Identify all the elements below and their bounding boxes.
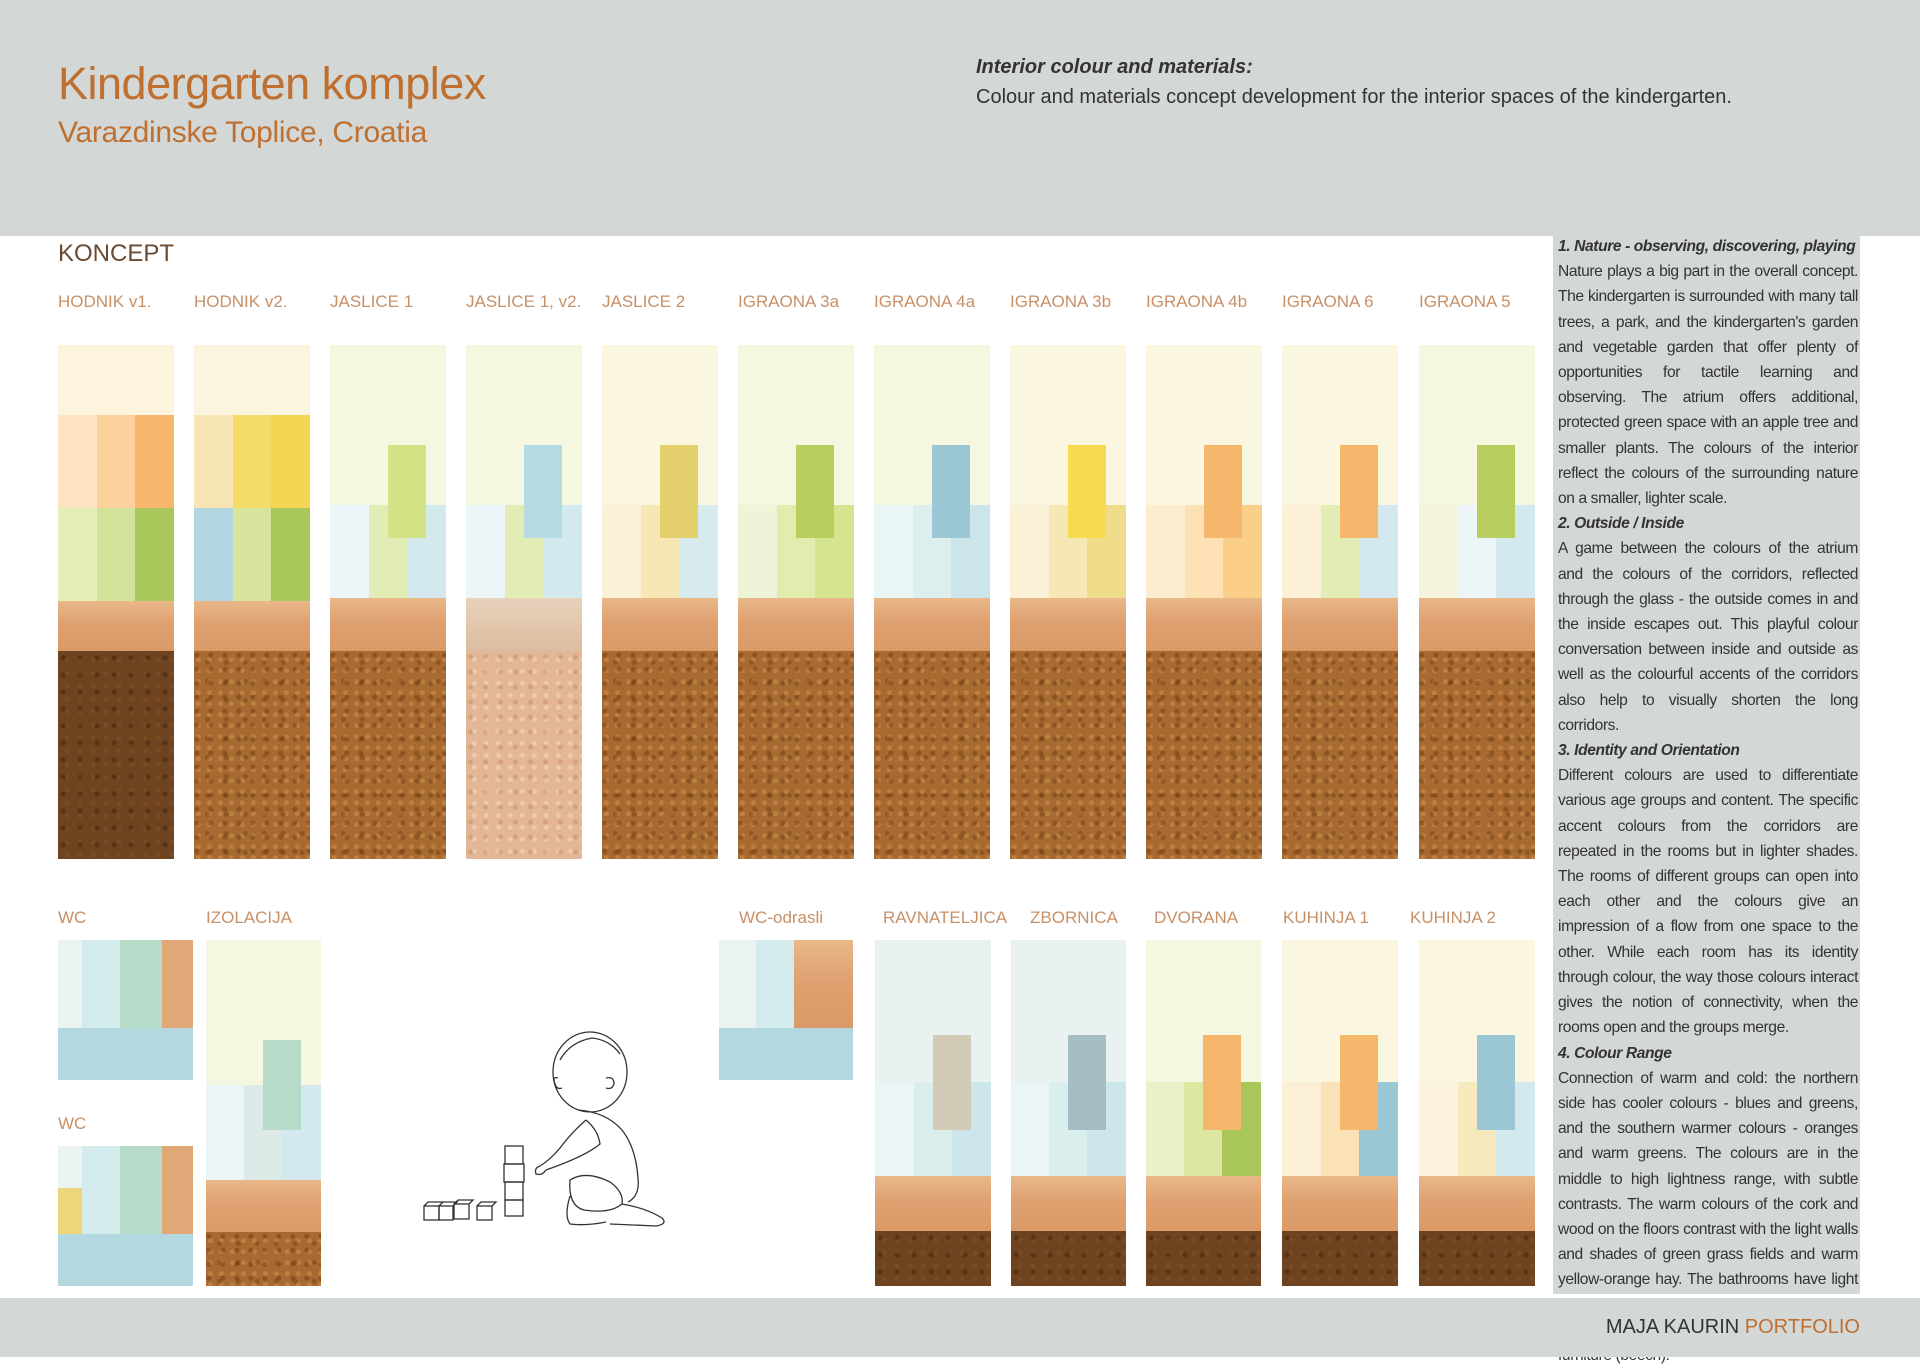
concept-description: 1. Nature - observing, discovering, play… bbox=[1558, 234, 1858, 1368]
room-label: ZBORNICA bbox=[1030, 908, 1118, 927]
room-label: RAVNATELJICA bbox=[883, 908, 1008, 927]
swatch-hodnik-v2 bbox=[194, 345, 310, 859]
swatch-igraona-3b bbox=[1010, 345, 1126, 859]
room-label: KUHINJA 1 bbox=[1283, 908, 1369, 927]
page-title: Kindergarten komplex bbox=[58, 58, 486, 109]
room-label: HODNIK v1. bbox=[58, 292, 152, 311]
room-label: WC bbox=[58, 1114, 87, 1133]
swatch-wc-2 bbox=[58, 1146, 193, 1286]
swatch-jaslice-1 bbox=[330, 345, 446, 859]
footer-band bbox=[0, 1298, 1920, 1357]
swatch-zbornica bbox=[1011, 940, 1126, 1286]
author-credit: MAJA KAURIN PORTFOLIO bbox=[1606, 1316, 1860, 1339]
swatch-jaslice-1-v2 bbox=[466, 345, 582, 859]
room-label: KUHINJA 2 bbox=[1410, 908, 1496, 927]
swatch-igraona-4b bbox=[1146, 345, 1262, 859]
section-heading: 2. Outside / Inside bbox=[1558, 515, 1684, 533]
swatch-igraona-5 bbox=[1419, 345, 1535, 859]
swatch-jaslice-2 bbox=[602, 345, 718, 859]
room-label: WC bbox=[58, 908, 87, 927]
room-label: IGRAONA 3a bbox=[738, 292, 840, 311]
room-label: IZOLACIJA bbox=[206, 908, 292, 927]
page-subtitle: Varazdinske Toplice, Croatia bbox=[58, 116, 428, 149]
room-label: JASLICE 1 bbox=[330, 292, 414, 311]
room-label: IGRAONA 4a bbox=[874, 292, 976, 311]
room-label: IGRAONA 6 bbox=[1282, 292, 1374, 311]
section-text: A game between the colours of the atrium… bbox=[1558, 540, 1858, 734]
room-label: IGRAONA 4b bbox=[1146, 292, 1248, 311]
portfolio-label: PORTFOLIO bbox=[1744, 1316, 1860, 1338]
swatch-wc-odrasli bbox=[719, 940, 853, 1080]
room-label: JASLICE 2 bbox=[602, 292, 686, 311]
swatch-igraona-6 bbox=[1282, 345, 1398, 859]
room-label: HODNIK v2. bbox=[194, 292, 288, 311]
section-heading: 1. Nature - observing, discovering, play… bbox=[1558, 238, 1856, 255]
swatch-ravnateljica bbox=[875, 940, 991, 1286]
swatch-kuhinja-1 bbox=[1282, 940, 1398, 1286]
swatch-kuhinja-2 bbox=[1419, 940, 1535, 1286]
section-text: Nature plays a big part in the overall c… bbox=[1558, 263, 1858, 508]
room-label: JASLICE 1, v2. bbox=[466, 292, 582, 311]
section-text: Different colours are used to differenti… bbox=[1558, 767, 1858, 1037]
room-label: IGRAONA 5 bbox=[1419, 292, 1511, 311]
header-band bbox=[0, 0, 1920, 236]
section-title: KONCEPT bbox=[58, 240, 175, 267]
swatch-igraona-3a bbox=[738, 345, 854, 859]
intro-text: Colour and materials concept development… bbox=[976, 86, 1732, 108]
swatch-izolacija bbox=[206, 940, 321, 1286]
swatch-hodnik-v1 bbox=[58, 345, 174, 859]
swatch-wc-1 bbox=[58, 940, 193, 1080]
author-name: MAJA KAURIN bbox=[1605, 1316, 1740, 1338]
room-label: IGRAONA 3b bbox=[1010, 292, 1112, 311]
sidebar-panel bbox=[1553, 236, 1860, 1294]
room-label: DVORANA bbox=[1154, 908, 1239, 927]
swatch-igraona-4a bbox=[874, 345, 990, 859]
room-label: WC-odrasli bbox=[739, 908, 824, 927]
section-heading: 4. Colour Range bbox=[1558, 1044, 1672, 1062]
swatch-dvorana bbox=[1146, 940, 1261, 1286]
intro-heading: Interior colour and materials: bbox=[976, 56, 1253, 78]
child-playing-blocks-illustration bbox=[423, 1031, 665, 1227]
section-heading: 3. Identity and Orientation bbox=[1558, 742, 1740, 760]
